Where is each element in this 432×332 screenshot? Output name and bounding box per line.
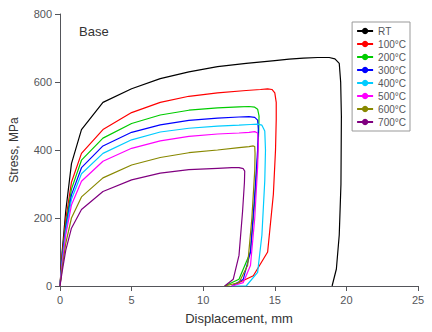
svg-text:500°C: 500°C	[378, 91, 406, 102]
svg-text:Base: Base	[79, 24, 109, 39]
svg-text:0: 0	[46, 280, 52, 292]
svg-text:800: 800	[34, 8, 52, 20]
svg-text:5: 5	[129, 294, 135, 306]
svg-text:400°C: 400°C	[378, 78, 406, 89]
svg-text:100°C: 100°C	[378, 39, 406, 50]
svg-text:20: 20	[340, 294, 352, 306]
svg-text:25: 25	[412, 294, 424, 306]
svg-text:Stress, MPa: Stress, MPa	[7, 117, 21, 183]
svg-text:RT: RT	[378, 26, 391, 37]
svg-text:10: 10	[197, 294, 209, 306]
svg-text:200°C: 200°C	[378, 52, 406, 63]
svg-text:400: 400	[34, 144, 52, 156]
svg-text:600: 600	[34, 76, 52, 88]
svg-text:0: 0	[57, 294, 63, 306]
svg-text:300°C: 300°C	[378, 65, 406, 76]
svg-text:700°C: 700°C	[378, 117, 406, 128]
svg-text:200: 200	[34, 212, 52, 224]
svg-text:600°C: 600°C	[378, 104, 406, 115]
svg-text:15: 15	[269, 294, 281, 306]
svg-text:Displacement, mm: Displacement, mm	[185, 311, 293, 326]
